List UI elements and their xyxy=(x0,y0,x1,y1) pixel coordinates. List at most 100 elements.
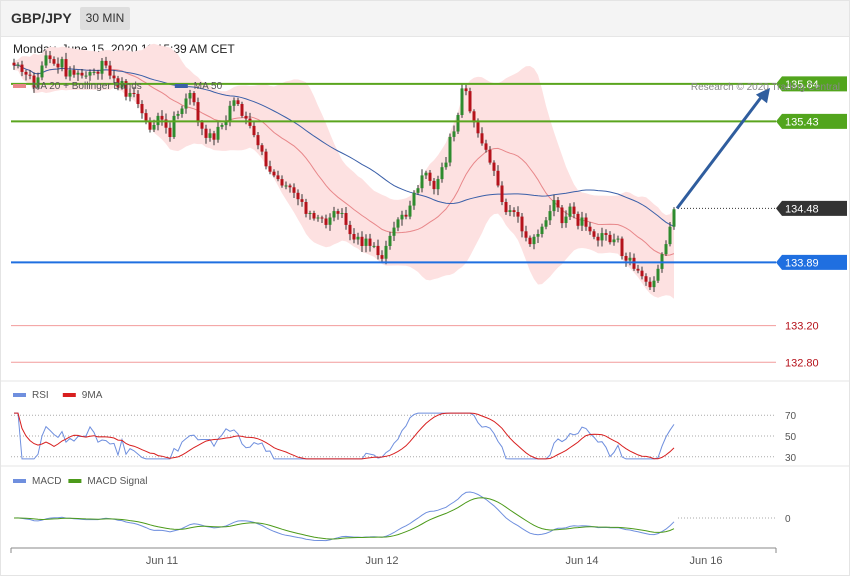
candle xyxy=(172,111,176,139)
candle-body xyxy=(548,211,552,221)
candle-body xyxy=(408,205,412,217)
candle-body xyxy=(472,111,476,123)
credit-text: Research © 2020 Trading Central xyxy=(691,82,840,93)
candle-body xyxy=(92,71,96,73)
candle-body xyxy=(668,226,672,245)
candle-body xyxy=(84,75,88,77)
candle-body xyxy=(128,93,132,97)
candle xyxy=(312,210,316,221)
candle-body xyxy=(20,64,24,72)
candle xyxy=(600,227,604,247)
candle xyxy=(436,175,440,196)
candle-body xyxy=(184,98,188,109)
candle-body xyxy=(500,185,504,202)
candle-body xyxy=(372,245,376,247)
candle xyxy=(72,65,76,78)
candle-body xyxy=(460,88,464,115)
candle xyxy=(444,157,448,170)
candle-body xyxy=(480,133,484,144)
candle xyxy=(428,170,432,186)
level-badge-135-84: 135.84 xyxy=(776,76,847,92)
rsi-tick: 30 xyxy=(785,453,797,464)
candle-body xyxy=(328,217,332,225)
candle-body xyxy=(464,88,468,92)
candle-body xyxy=(100,60,104,74)
candle-body xyxy=(12,62,16,66)
candle-body xyxy=(172,115,176,137)
legend-swatch xyxy=(13,393,26,397)
candle xyxy=(528,235,532,247)
level-value-132-80: 132.80 xyxy=(785,357,819,369)
candle-body xyxy=(524,231,528,238)
candle xyxy=(188,89,192,105)
level-badge-bg xyxy=(776,76,847,92)
candle xyxy=(360,231,364,252)
candle-body xyxy=(252,125,256,136)
level-badge-bg xyxy=(776,200,847,216)
candle xyxy=(376,239,380,260)
candle-body xyxy=(304,202,308,214)
candle xyxy=(612,233,616,246)
candle-body xyxy=(492,162,496,171)
candle xyxy=(56,57,60,74)
candle-body xyxy=(144,113,148,121)
rsi-ma-line xyxy=(14,412,675,460)
candle xyxy=(84,71,88,79)
candle xyxy=(464,84,468,96)
candle xyxy=(380,250,384,263)
candle-body xyxy=(72,70,76,75)
candle xyxy=(668,222,672,247)
candle xyxy=(496,165,500,188)
legend-item: MACD xyxy=(13,476,61,487)
candle-body xyxy=(148,120,152,130)
level-value: 135.43 xyxy=(785,116,819,128)
candle-body xyxy=(620,238,624,256)
candle xyxy=(560,205,564,229)
candle-body xyxy=(56,63,60,68)
candle xyxy=(76,70,80,81)
candle-body xyxy=(308,213,312,214)
bollinger-band xyxy=(14,43,674,299)
candle xyxy=(288,183,292,193)
candle xyxy=(236,97,240,106)
candle-body xyxy=(268,166,272,172)
candle xyxy=(388,231,392,250)
candle-body xyxy=(32,75,36,88)
candle-body xyxy=(64,59,68,77)
candle-body xyxy=(448,136,452,163)
candle-body xyxy=(260,145,264,152)
candle xyxy=(616,235,620,243)
timeframe-button[interactable]: 30 MIN xyxy=(80,7,130,30)
legend-swatch xyxy=(13,479,26,483)
candle-body xyxy=(324,218,328,225)
candle-body xyxy=(340,213,344,214)
candle-body xyxy=(288,185,292,188)
candle xyxy=(180,105,184,118)
candle xyxy=(576,211,580,230)
candle-body xyxy=(600,233,604,241)
candle-body xyxy=(180,108,184,114)
candle xyxy=(620,236,624,260)
candle xyxy=(92,68,96,76)
candle xyxy=(176,110,180,120)
candle-body xyxy=(528,237,532,245)
candle xyxy=(416,185,420,195)
legend-swatch xyxy=(62,393,76,397)
candle xyxy=(596,233,600,247)
candle xyxy=(340,208,344,218)
candle-body xyxy=(272,171,276,176)
candle-body xyxy=(456,115,460,132)
candle xyxy=(656,264,660,283)
candle xyxy=(64,52,68,80)
candle xyxy=(672,207,676,230)
candle-body xyxy=(412,192,416,206)
candle-body xyxy=(176,114,180,116)
legend-label: MACD Signal xyxy=(87,476,147,487)
symbol-label: GBP/JPY xyxy=(11,10,72,26)
candle-body xyxy=(552,200,556,212)
candle xyxy=(68,66,72,81)
candle xyxy=(468,87,472,114)
candle xyxy=(212,130,216,146)
candle xyxy=(344,207,348,230)
